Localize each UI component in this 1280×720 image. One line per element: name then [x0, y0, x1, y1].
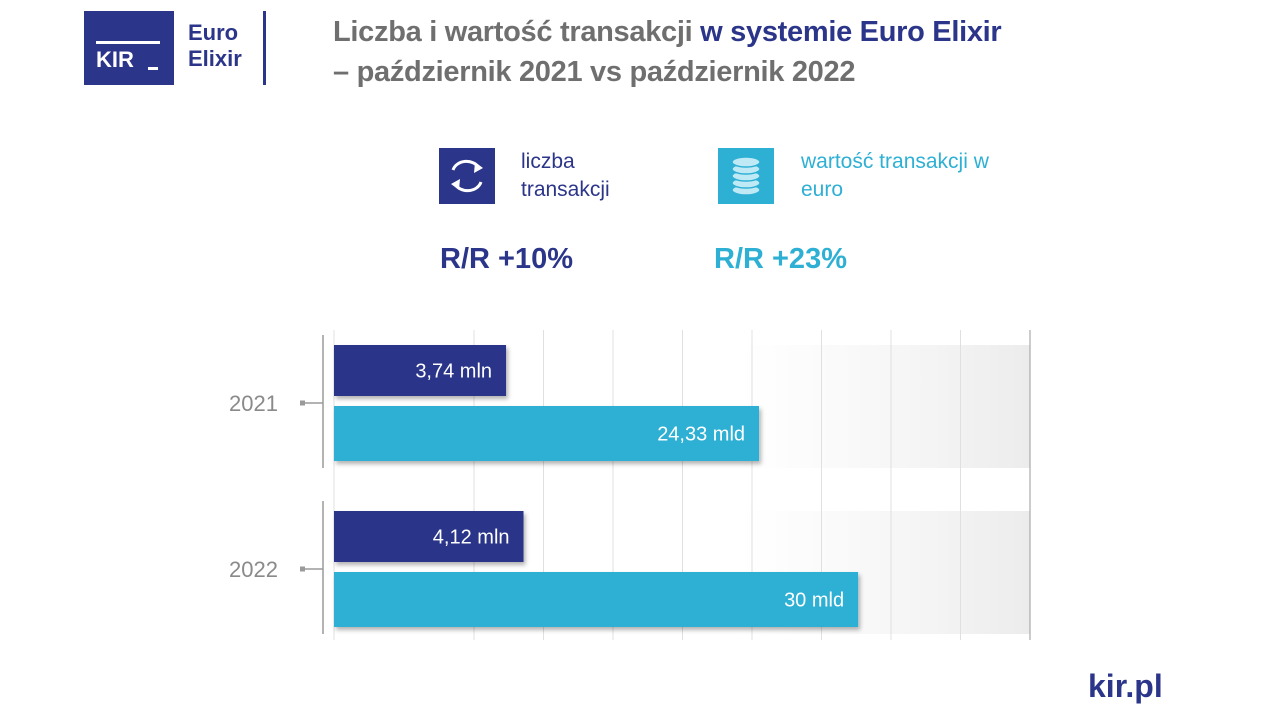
footer: kir.pl: [1088, 668, 1163, 704]
legend-label: wartość transakcji w euro: [801, 150, 989, 201]
y-tick-label: 2021: [229, 391, 278, 416]
annotation: R/R +10%: [440, 243, 573, 275]
bar: [334, 511, 524, 562]
logo-mark: KIR: [96, 47, 134, 72]
logo-line2: Elixir: [188, 46, 242, 71]
bar: [334, 572, 859, 627]
tick-dot: [300, 400, 305, 406]
chart-title: Liczba i wartość transakcji w systemie E…: [333, 12, 1002, 92]
title-part: w systemie Euro Elixir: [700, 16, 1002, 48]
title-part: – październik 2021 vs październik 2022: [333, 56, 856, 88]
tick-dot: [300, 566, 305, 572]
logo-separator: [263, 11, 266, 85]
bar: [334, 345, 507, 396]
data-label: 24,33 mld: [657, 424, 745, 446]
annotation: R/R +23%: [714, 243, 847, 275]
bar: [334, 406, 760, 461]
data-label: 4,12 mln: [433, 527, 510, 549]
legend-icon: [439, 148, 495, 204]
data-label: 30 mld: [784, 590, 844, 612]
legend-label: liczba transakcji: [521, 150, 610, 201]
title-part: Liczba i wartość transakcji: [333, 16, 693, 48]
band: [740, 345, 1030, 468]
y-tick-label: 2022: [229, 557, 278, 582]
logo-line: [96, 41, 160, 44]
legend-icon: [718, 148, 774, 204]
logo-line1: Euro: [188, 20, 239, 45]
data-label: 3,74 mln: [415, 361, 492, 383]
logo-dash: [148, 67, 158, 70]
logo-text: Euro Elixir: [188, 20, 242, 72]
logo-box: KIR: [84, 11, 174, 85]
